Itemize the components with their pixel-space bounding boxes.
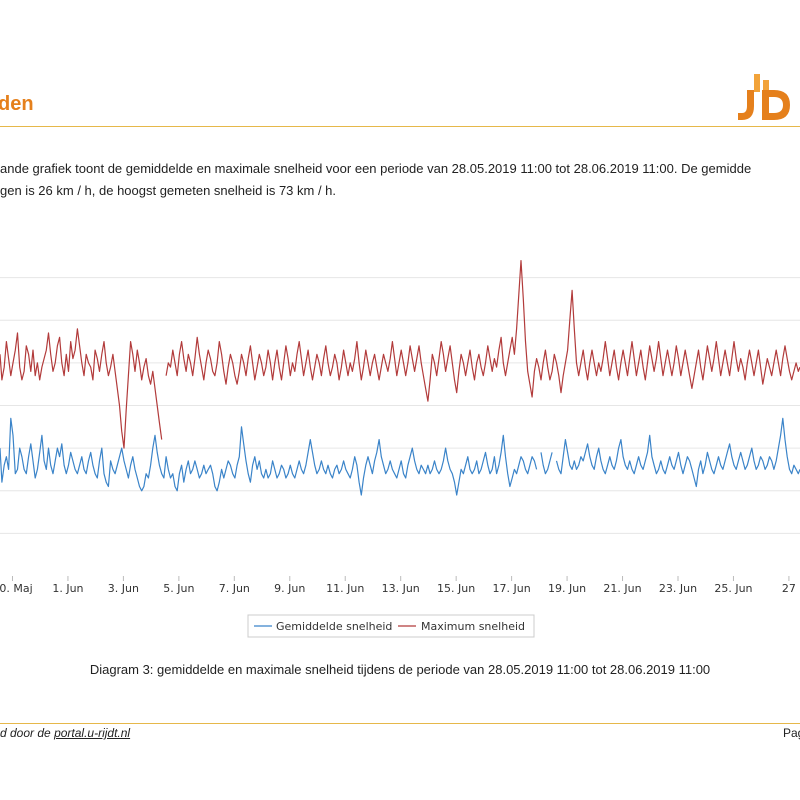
x-tick-label: 15. Jun [437, 582, 475, 595]
section-heading: den [0, 93, 34, 115]
x-tick-label: 25. Jun [714, 582, 752, 595]
series-line-gemiddelde [0, 417, 800, 496]
x-tick-label: 5. Jun [163, 582, 194, 595]
series-line-maximum [0, 260, 800, 449]
header-divider [0, 126, 800, 127]
footer-divider [0, 723, 800, 724]
footer-prefix: d door de [0, 726, 51, 740]
x-axis-ticks: 30. Maj 1. Jun 3. Jun 5. Jun 7. Jun 9. Jun 11.… [0, 576, 796, 595]
chart-series [0, 260, 800, 496]
x-tick-label: 23. Jun [659, 582, 697, 595]
x-tick-label: 27 [782, 582, 796, 595]
intro-line-2: gen is 26 km / h, de hoogst gemeten snel… [0, 183, 337, 198]
footer-credit: d door de portal.u-rijdt.nl [0, 726, 130, 740]
intro-line-1: ande grafiek toont de gemiddelde en maxi… [0, 161, 752, 176]
legend-label-max: Maximum snelheid [421, 620, 525, 633]
figure-caption: Diagram 3: gemiddelde en maximale snelhe… [89, 662, 711, 677]
x-tick-label: 19. Jun [548, 582, 586, 595]
x-tick-label: 30. Maj [0, 582, 33, 595]
portal-link[interactable]: portal.u-rijdt.nl [54, 726, 131, 740]
x-tick-label: 13. Jun [382, 582, 420, 595]
speed-chart: 30. Maj 1. Jun 3. Jun 5. Jun 7. Jun 9. Jun 11.… [0, 260, 800, 638]
x-tick-label: 3. Jun [108, 582, 139, 595]
x-tick-label: 21. Jun [603, 582, 641, 595]
x-tick-label: 9. Jun [274, 582, 305, 595]
page-number: Pag [783, 726, 800, 740]
legend-label-avg: Gemiddelde snelheid [276, 620, 392, 633]
legend-box [247, 614, 535, 638]
chart-legend[interactable]: Gemiddelde snelheid Maximum snelheid [247, 614, 535, 638]
intro-text: ande grafiek toont de gemiddelde en maxi… [0, 158, 751, 202]
x-tick-label: 11. Jun [326, 582, 364, 595]
company-logo: JD [738, 74, 790, 120]
x-tick-label: 7. Jun [219, 582, 250, 595]
x-tick-label: 1. Jun [52, 582, 83, 595]
x-tick-label: 17. Jun [493, 582, 531, 595]
